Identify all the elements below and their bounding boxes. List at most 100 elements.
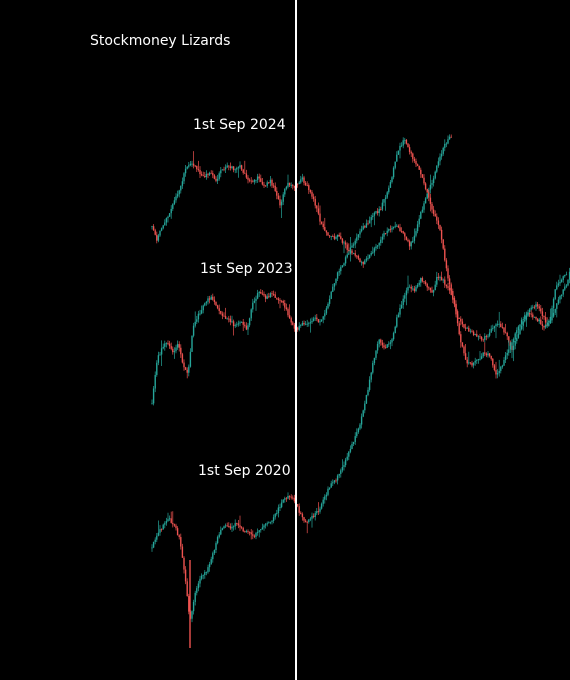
candle-body [471, 330, 473, 332]
candle-body [533, 306, 536, 308]
candle-body [178, 535, 180, 538]
candle-body [301, 177, 304, 180]
candle-body [365, 223, 368, 228]
candle-body [440, 277, 443, 281]
candle-body [208, 298, 211, 300]
candle-body [381, 202, 384, 210]
candle-body [543, 316, 545, 318]
candle-body [431, 203, 433, 210]
candle-body [218, 173, 220, 179]
candle-body [493, 365, 496, 371]
candle-body [186, 369, 188, 373]
candle-body [332, 286, 334, 292]
candle-body [501, 365, 504, 367]
candle-body [224, 525, 227, 527]
candle-body [352, 244, 355, 246]
candle-body [204, 572, 206, 576]
candle-body [184, 168, 187, 174]
candle-body [415, 231, 417, 236]
candle-body [436, 216, 438, 221]
candle-body [560, 279, 563, 282]
candle-body [400, 145, 403, 147]
candle-body [349, 247, 352, 254]
candle-body [376, 211, 379, 214]
candle-body [293, 497, 296, 502]
candle-body [453, 299, 456, 304]
candle-body [344, 257, 347, 264]
candle-body [536, 304, 539, 307]
candle-body [487, 353, 489, 356]
candle-body [309, 518, 312, 520]
candle-body [429, 287, 432, 291]
candle-body [245, 531, 248, 533]
candle-body [167, 216, 169, 219]
candle-body [296, 504, 299, 507]
candle-body [396, 225, 398, 227]
candle-body [378, 209, 380, 214]
candle-body [308, 185, 310, 191]
candle-body [261, 181, 264, 185]
candle-body [288, 315, 291, 319]
candle-body [370, 253, 372, 255]
candle-body [348, 253, 350, 255]
candle-body [392, 333, 395, 340]
candle-body [276, 190, 278, 196]
candle-body [332, 482, 334, 484]
candle-body [378, 339, 380, 344]
candle-body [530, 307, 532, 310]
candle-body [512, 345, 515, 351]
candle-body [559, 295, 561, 300]
candle-body [164, 222, 166, 226]
candle-body [314, 198, 316, 206]
candle-body [551, 308, 553, 317]
candle-body [325, 230, 328, 233]
candle-body [370, 372, 372, 380]
candle-body [519, 324, 521, 327]
candle-body [319, 213, 321, 222]
candle-body [264, 295, 267, 299]
candle-body [562, 276, 564, 280]
candle-body [336, 475, 339, 481]
candle-body [415, 286, 417, 292]
candle-body [375, 246, 377, 249]
candle-body [335, 278, 337, 284]
candle-body [271, 179, 273, 186]
candle-body [322, 223, 324, 228]
candle-body [552, 298, 555, 309]
candle-body [266, 182, 268, 186]
candle-body [407, 143, 409, 148]
candle-body [250, 532, 252, 535]
candle-body [346, 456, 348, 460]
candle-body [479, 336, 481, 338]
candle-body [530, 313, 532, 315]
candle-body [456, 314, 459, 324]
candle-body [442, 147, 444, 154]
candle-body [173, 200, 176, 205]
candle-body [170, 346, 172, 349]
candle-body [372, 363, 374, 373]
candle-body [215, 178, 217, 181]
candle-body [274, 185, 276, 191]
candle-body [565, 274, 568, 276]
candle-body [239, 165, 241, 168]
candle-body [231, 526, 233, 529]
candle-body [194, 165, 196, 167]
candle-body [162, 524, 164, 530]
candle-body [197, 583, 200, 589]
candle-body [362, 410, 364, 417]
candle-body [440, 229, 443, 240]
candle-body [420, 278, 422, 283]
candle-body [282, 194, 284, 202]
candle-body [391, 227, 393, 230]
candle-body [533, 316, 536, 318]
candle-body [404, 295, 406, 299]
candle-body [424, 281, 427, 284]
candle-body [375, 350, 377, 358]
candle-body [231, 321, 233, 323]
candle-body [290, 185, 292, 186]
candle-body [287, 309, 289, 316]
candle-body [416, 224, 419, 232]
candle-body [423, 203, 425, 210]
candle-body [469, 330, 472, 332]
candle-body [452, 291, 454, 298]
